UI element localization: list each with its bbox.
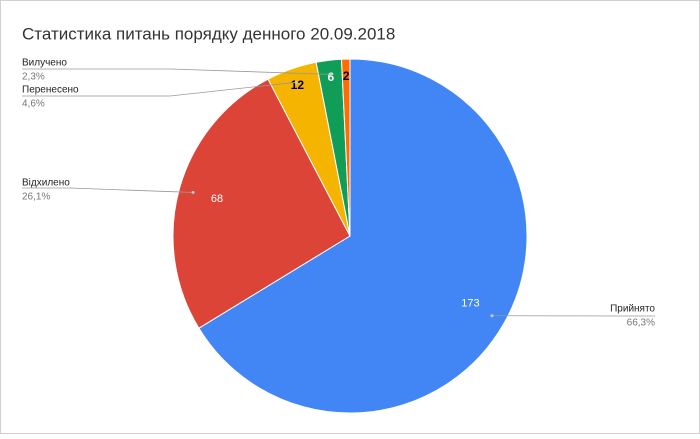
slice-value-label: 6 bbox=[328, 70, 335, 84]
leader-dot bbox=[192, 191, 195, 194]
leader-dot bbox=[329, 73, 332, 76]
percent-label: 66,3% bbox=[627, 318, 655, 329]
category-label: Відхилено bbox=[22, 178, 70, 189]
chart-title: Статистика питань порядку денного 20.09.… bbox=[22, 24, 395, 43]
percent-label: 4,6% bbox=[22, 99, 45, 110]
category-label: Перенесено bbox=[22, 85, 79, 96]
category-label: Вилучено bbox=[22, 58, 67, 69]
slice-value-label: 2 bbox=[343, 69, 350, 83]
category-label: Прийнято bbox=[610, 304, 655, 315]
slice-value-label: 173 bbox=[461, 297, 479, 309]
slice-value-label: 68 bbox=[211, 193, 223, 205]
leader-dot bbox=[295, 81, 298, 84]
leader-dot bbox=[490, 314, 493, 317]
percent-label: 2,3% bbox=[22, 72, 45, 83]
slice-value-label: 12 bbox=[291, 78, 305, 92]
percent-label: 26,1% bbox=[22, 192, 50, 203]
